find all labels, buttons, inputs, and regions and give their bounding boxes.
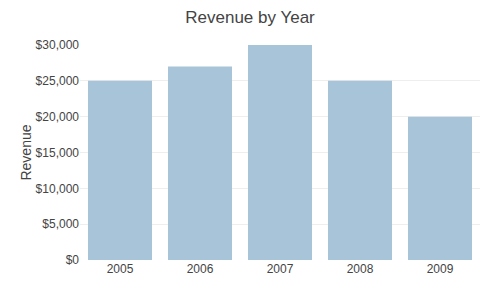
svg-text:$25,000: $25,000 (36, 74, 80, 88)
svg-text:Revenue by Year: Revenue by Year (185, 8, 315, 27)
svg-text:$10,000: $10,000 (36, 182, 80, 196)
svg-text:$5,000: $5,000 (42, 217, 79, 231)
svg-text:$15,000: $15,000 (36, 146, 80, 160)
svg-text:2008: 2008 (347, 262, 374, 276)
svg-text:$20,000: $20,000 (36, 110, 80, 124)
svg-text:2006: 2006 (187, 262, 214, 276)
svg-text:2005: 2005 (107, 262, 134, 276)
svg-text:Revenue: Revenue (18, 124, 34, 180)
svg-text:$0: $0 (66, 253, 80, 267)
svg-text:$30,000: $30,000 (36, 38, 80, 52)
svg-text:2007: 2007 (267, 262, 294, 276)
svg-text:2009: 2009 (427, 262, 454, 276)
